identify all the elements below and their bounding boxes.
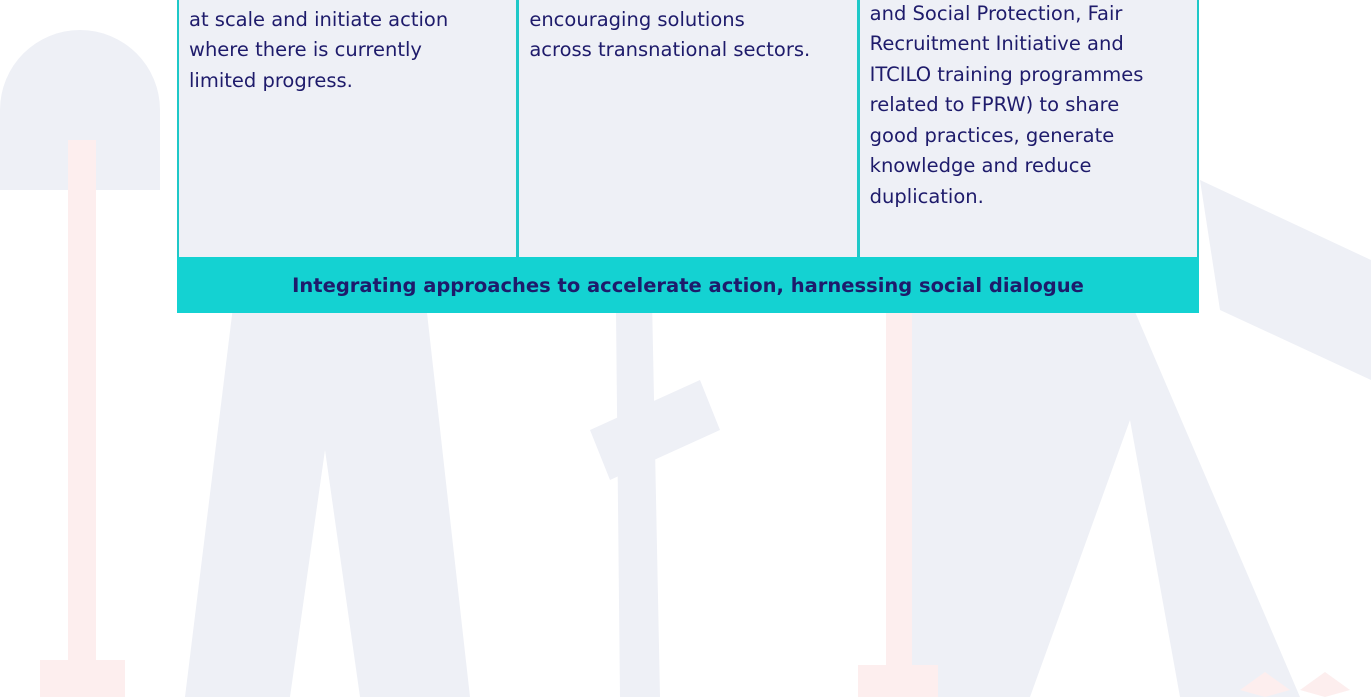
table: elimination of child labour at scale and … <box>177 0 1199 257</box>
table-cell: peer-to-peer learning while encouraging s… <box>517 0 858 257</box>
cell-text: peer-to-peer learning while encouraging s… <box>529 0 810 66</box>
text-line: encouraging solutions <box>529 7 745 31</box>
text-line: ITCILO training programmes <box>869 62 1144 86</box>
text-line: related to FPRW) to share <box>869 93 1120 116</box>
text-line: limited progress. <box>189 68 353 92</box>
text-line: good practices, generate <box>869 123 1115 147</box>
table-cell: Global Accelerator for Jobsand Social Pr… <box>857 0 1199 257</box>
text-line: duplication. <box>869 184 984 208</box>
text-line: and Social Protection, Fair <box>869 1 1123 25</box>
banner: Integrating approaches to accelerate act… <box>177 257 1199 313</box>
table-cell: elimination of child labour at scale and … <box>177 0 518 257</box>
cell-text: Global Accelerator for Jobsand Social Pr… <box>870 0 1144 212</box>
text-line: where there is currently <box>189 38 422 61</box>
text-line: across transnational sectors. <box>529 38 811 61</box>
text-line: knowledge and reduce <box>869 154 1092 177</box>
text-line: peer-to-peer learning while <box>529 0 810 5</box>
cell-text: elimination of child labour at scale and … <box>189 0 448 96</box>
text-line: Recruitment Initiative and <box>869 32 1124 55</box>
text-line: elimination of child labour <box>189 0 448 5</box>
text-line: at scale and initiate action <box>189 7 449 31</box>
